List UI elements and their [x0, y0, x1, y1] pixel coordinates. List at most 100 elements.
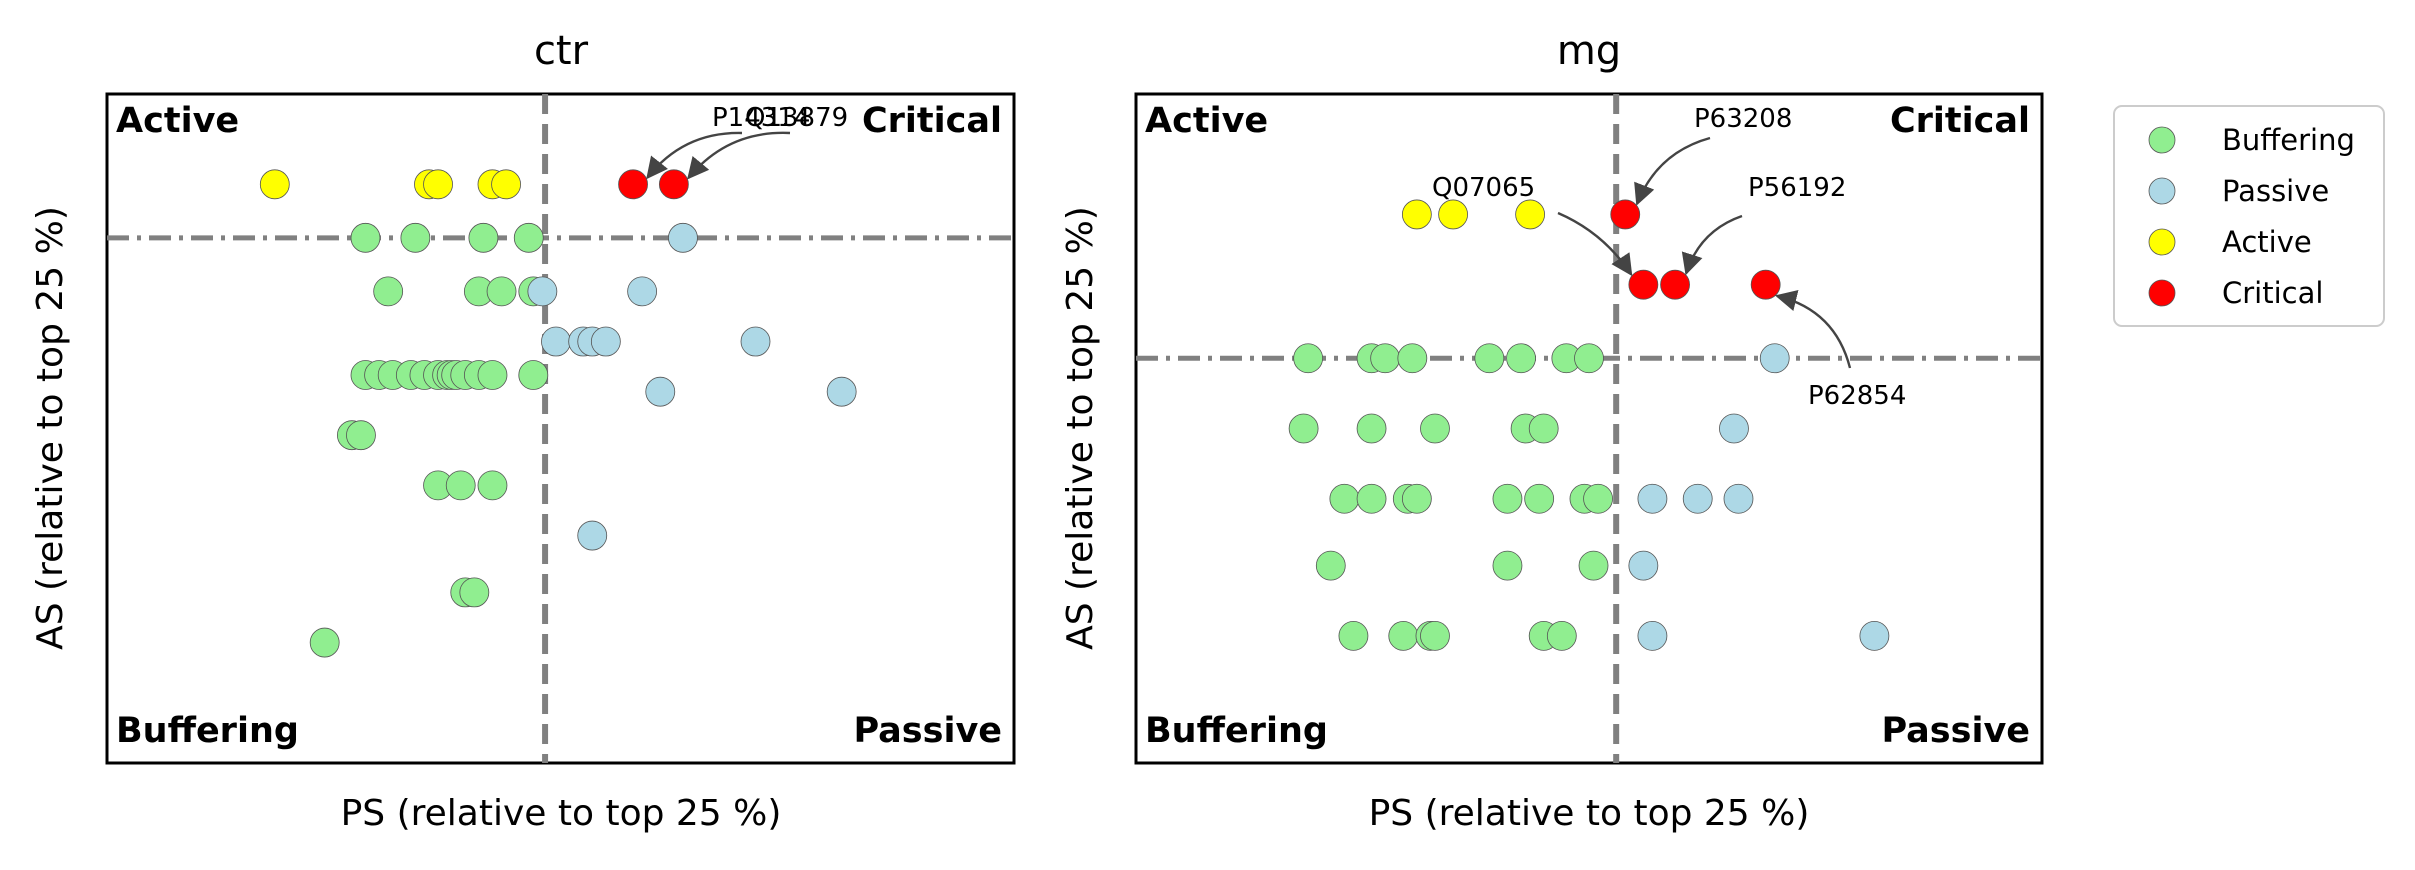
data-point [1329, 483, 1360, 514]
data-point [1370, 343, 1401, 374]
quadrant-label-active: Active [1145, 101, 1268, 141]
data-point [627, 276, 658, 307]
legend-label: Buffering [2222, 123, 2355, 157]
annotation-arrow [1634, 136, 1711, 206]
chart-panel-ctr: ctr PS (relative to top 25 %) AS (relati… [30, 28, 1016, 834]
quadrant-label-buffering: Buffering [116, 711, 299, 751]
data-point [645, 376, 676, 407]
data-point [1610, 199, 1641, 230]
legend-marker [2148, 279, 2176, 307]
plot-area [1134, 92, 2044, 765]
data-point [826, 376, 857, 407]
x-axis-label: PS (relative to top 25 %) [1369, 793, 1810, 834]
data-point [618, 169, 648, 200]
quadrant-label-critical: Critical [1890, 101, 2030, 141]
legend-label: Passive [2222, 174, 2329, 208]
data-point [577, 520, 608, 551]
data-point [445, 470, 476, 501]
data-point [1750, 269, 1781, 300]
data-point [1759, 343, 1790, 374]
series-passive [1628, 343, 1890, 651]
annotation-label: P63208 [1694, 104, 1792, 134]
data-point [1492, 550, 1523, 581]
annotation-arrow [1681, 214, 1743, 276]
chart-panel-mg: mg PS (relative to top 25 %) AS (relativ… [1060, 28, 2044, 834]
data-point [1420, 620, 1450, 651]
data-point [350, 222, 381, 253]
data-point [1578, 550, 1609, 581]
data-point [1637, 483, 1668, 514]
data-point [1338, 620, 1369, 651]
series-buffering [1288, 343, 1613, 651]
data-point [1660, 269, 1690, 300]
data-point [1438, 199, 1468, 230]
x-axis-label: PS (relative to top 25 %) [341, 793, 782, 834]
data-point [423, 169, 453, 200]
data-point [1401, 199, 1432, 230]
data-point [513, 222, 544, 253]
legend-marker [2148, 177, 2176, 205]
data-point [1637, 620, 1668, 651]
data-point [1574, 343, 1604, 374]
data-point [1315, 550, 1346, 581]
legend: Buffering Passive Active Critical [2113, 105, 2385, 327]
annotation-label: P14314 [712, 103, 810, 133]
chart-title: ctr [534, 28, 589, 74]
data-point [658, 169, 689, 200]
data-point [1546, 620, 1577, 651]
data-point [1524, 483, 1555, 514]
data-point [1288, 413, 1319, 444]
annotation-arrow [687, 131, 791, 180]
series-critical [618, 169, 689, 200]
data-point [259, 169, 290, 200]
legend-item-buffering: Buffering [2148, 123, 2355, 157]
data-point [527, 276, 558, 307]
y-axis-label: AS (relative to top 25 %) [30, 206, 71, 650]
data-point [1293, 343, 1324, 374]
annotation-arrow [1557, 211, 1633, 277]
quadrant-label-passive: Passive [1881, 711, 2030, 751]
annotation-label: Q13879 [745, 103, 848, 133]
data-point [1528, 413, 1559, 444]
data-point [1492, 483, 1523, 514]
series-active [259, 169, 521, 200]
data-point [1682, 483, 1713, 514]
data-point [1474, 343, 1505, 374]
legend-label: Active [2222, 225, 2312, 259]
data-point [1723, 483, 1754, 514]
data-point [1719, 413, 1749, 444]
data-point [477, 360, 508, 390]
data-point [1628, 269, 1659, 300]
quadrant-label-passive: Passive [853, 711, 1002, 751]
quadrant-label-critical: Critical [862, 101, 1002, 141]
data-point [1420, 413, 1450, 444]
data-point [477, 470, 508, 501]
quadrant-label-buffering: Buffering [1145, 711, 1328, 751]
annotation-label: Q07065 [1432, 173, 1535, 203]
data-point [1356, 413, 1387, 444]
data-point [491, 169, 521, 200]
series-critical [1610, 199, 1781, 300]
data-point [1583, 483, 1613, 514]
legend-marker [2148, 126, 2176, 154]
legend-item-critical: Critical [2148, 276, 2323, 310]
legend-label: Critical [2222, 276, 2323, 310]
data-point [373, 276, 404, 307]
data-point [309, 627, 340, 658]
plot-area [105, 92, 1016, 765]
quadrant-label-active: Active [116, 101, 239, 141]
data-point [468, 222, 499, 253]
annotation-label: P62854 [1808, 381, 1906, 411]
legend-frame [2113, 105, 2385, 327]
legend-item-active: Active [2148, 225, 2312, 259]
data-point [459, 577, 490, 608]
data-point [541, 326, 571, 357]
data-point [1356, 483, 1387, 514]
y-axis-label: AS (relative to top 25 %) [1060, 206, 1101, 650]
data-point [1388, 620, 1419, 651]
data-point [486, 276, 517, 307]
annotation-arrow [646, 131, 743, 180]
data-point [346, 420, 376, 451]
series-passive [527, 222, 857, 551]
